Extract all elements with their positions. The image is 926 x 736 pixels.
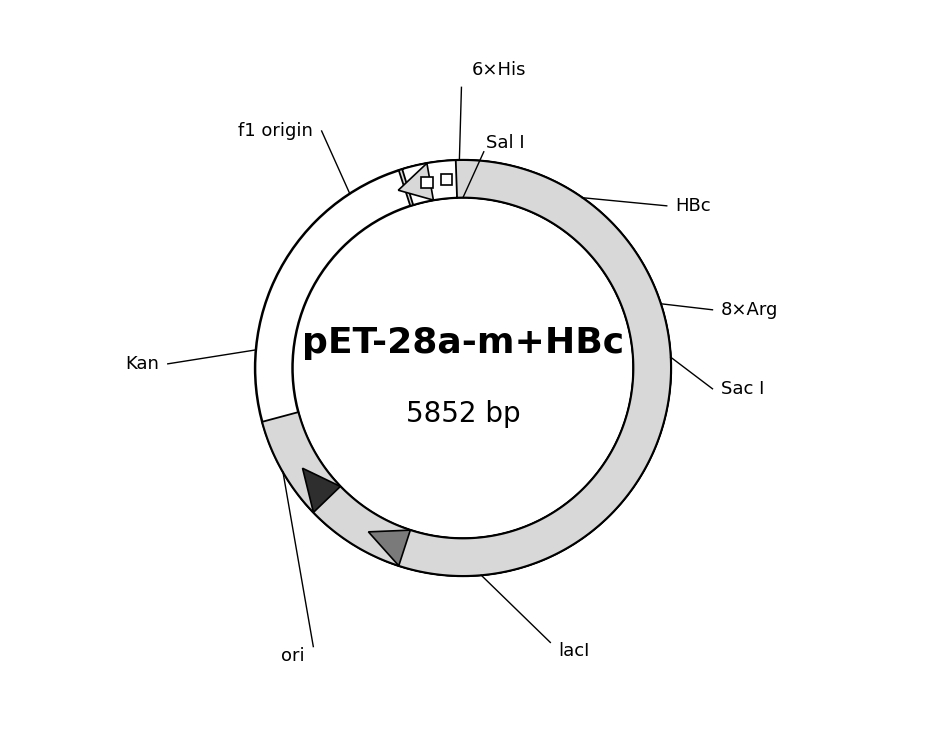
Polygon shape [632,339,670,362]
Text: 6×His: 6×His [471,61,526,79]
Polygon shape [262,160,671,576]
Polygon shape [303,468,341,512]
Bar [441,174,452,185]
Text: Sal I: Sal I [486,134,524,152]
Polygon shape [302,475,354,527]
Text: Sac I: Sac I [720,380,764,397]
Wedge shape [255,160,671,576]
Text: HBc: HBc [675,197,710,215]
Polygon shape [402,160,457,205]
Polygon shape [469,160,651,296]
Text: 8×Arg: 8×Arg [720,301,778,319]
Polygon shape [385,361,671,576]
Text: 5852 bp: 5852 bp [406,400,520,428]
Text: Kan: Kan [126,355,159,373]
Text: pET-28a-m+HBc: pET-28a-m+HBc [302,326,624,360]
Text: lacI: lacI [558,643,590,660]
Polygon shape [398,163,433,200]
Text: f1 origin: f1 origin [238,122,313,140]
Polygon shape [618,280,669,344]
Text: ori: ori [282,647,305,665]
Polygon shape [369,530,410,566]
Bar [421,177,432,188]
